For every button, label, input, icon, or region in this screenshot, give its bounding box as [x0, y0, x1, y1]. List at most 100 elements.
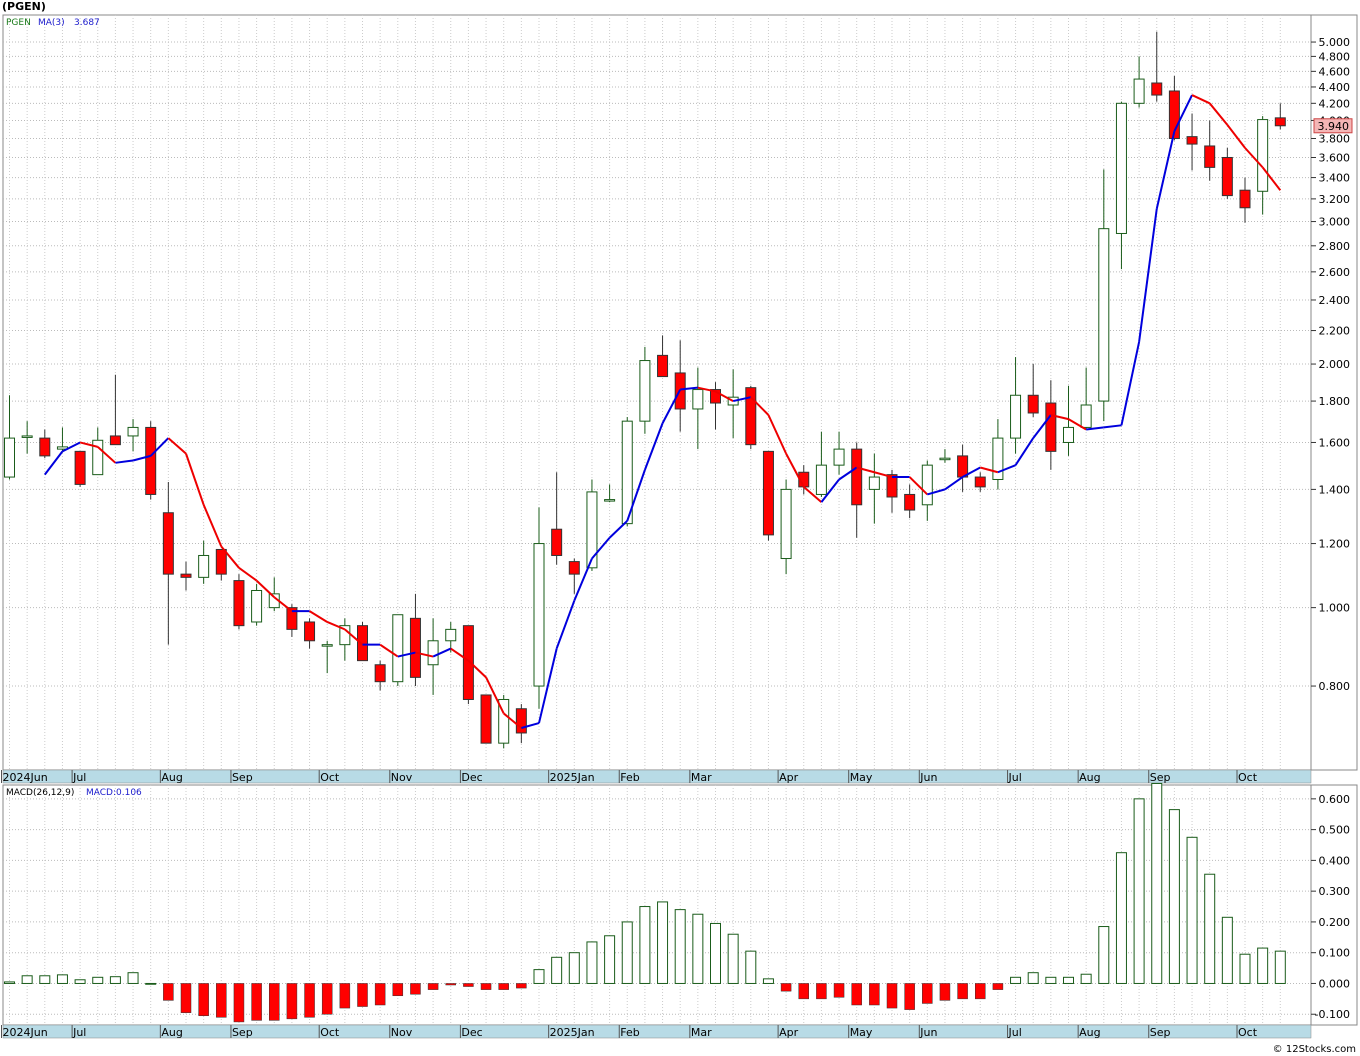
candle-body	[339, 625, 351, 646]
candle-body	[445, 628, 457, 642]
candle-body	[462, 625, 474, 700]
month-label: Oct	[1238, 1026, 1258, 1039]
ma-line-segment	[1014, 437, 1035, 466]
price-axis-label: 2.600	[1319, 266, 1351, 279]
macd-bar	[1186, 836, 1198, 984]
macd-axis-label: -0.100	[1315, 1008, 1350, 1021]
candle-body	[39, 437, 51, 457]
price-axis-label: 1.600	[1319, 436, 1351, 449]
ma-line-segment	[573, 558, 593, 602]
macd-bar	[621, 921, 633, 984]
macd-bar	[992, 983, 1004, 990]
price-axis-label: 1.400	[1319, 483, 1351, 496]
ma-line-segment	[856, 466, 875, 474]
ma-line-segment	[555, 600, 576, 649]
month-label: Jul	[72, 1026, 86, 1039]
macd-bar	[357, 983, 368, 1007]
candle-body	[639, 360, 651, 422]
macd-bar	[533, 969, 545, 984]
price-axis-label: 1.200	[1319, 538, 1351, 551]
macd-bar	[163, 983, 174, 1001]
macd-bar	[833, 983, 845, 998]
macd-bar	[180, 983, 192, 1013]
candle-body	[710, 389, 721, 404]
macd-bar	[427, 983, 439, 990]
price-axis-label: 5.000	[1319, 36, 1351, 49]
candle-body	[357, 625, 368, 662]
price-axis-label: 3.200	[1319, 193, 1351, 206]
candle-body	[4, 437, 15, 478]
credit-text: © 12Stocks.com	[1272, 1044, 1356, 1055]
ma-line-segment	[432, 647, 452, 658]
ma-line-segment	[643, 422, 664, 471]
ma-line-segment	[820, 478, 840, 503]
macd-axis-label: 0.500	[1319, 824, 1351, 837]
month-label: Aug	[161, 771, 182, 784]
candle-body	[621, 420, 633, 525]
candle-body	[886, 474, 898, 498]
ma-line-segment	[61, 441, 81, 453]
macd-bar	[516, 983, 527, 989]
ma-line-segment	[467, 659, 487, 679]
macd-bar	[1257, 947, 1269, 984]
candle-body	[198, 554, 210, 578]
macd-bar	[286, 983, 298, 1020]
month-label: 2024Jun	[3, 1026, 48, 1039]
macd-bar	[445, 983, 456, 986]
macd-bar	[4, 981, 15, 984]
macd-bar	[480, 983, 492, 990]
ma-line-segment	[379, 643, 399, 658]
candle-body	[74, 450, 86, 485]
candle-body	[180, 573, 192, 578]
macd-bar	[269, 983, 280, 1021]
candle-body	[1151, 82, 1163, 96]
macd-bar	[1115, 852, 1127, 984]
macd-bar	[869, 983, 880, 1006]
macd-axis-label: 0.400	[1319, 854, 1351, 867]
candle-body	[1257, 119, 1269, 192]
ma-line-segment	[44, 450, 64, 476]
ma-line-segment	[309, 610, 328, 623]
candle-body	[727, 396, 739, 406]
candle-body	[586, 491, 598, 569]
macd-bar	[816, 983, 827, 1000]
candle-body	[533, 543, 545, 687]
ma-line-segment	[220, 545, 240, 569]
candle-body	[568, 561, 580, 575]
candle-body	[1098, 228, 1110, 402]
ma-line-segment	[962, 466, 981, 478]
ma-line-segment	[132, 454, 151, 462]
macd-bar	[727, 933, 739, 984]
ma-line-segment	[521, 722, 540, 729]
macd-bar	[1204, 873, 1216, 984]
candle-body	[1027, 394, 1039, 414]
candle-body	[1080, 404, 1092, 428]
macd-axis-label: 0.300	[1319, 885, 1351, 898]
macd-axis-label: 0.100	[1319, 947, 1351, 960]
candle-body	[92, 439, 104, 476]
macd-bar	[745, 950, 757, 984]
candle-body	[286, 607, 298, 630]
macd-bar	[21, 975, 33, 984]
macd-bar	[56, 974, 68, 984]
ma-line-segment	[238, 566, 258, 582]
price-month-band	[2, 769, 1312, 784]
candle-body	[427, 640, 439, 666]
macd-bar	[145, 982, 157, 985]
macd-bar	[392, 983, 404, 997]
month-label: Oct	[320, 1026, 340, 1039]
macd-bar	[74, 979, 86, 984]
ma-line-segment	[538, 648, 558, 724]
month-label: Aug	[1079, 771, 1100, 784]
month-label: Sep	[232, 1026, 253, 1039]
ma-line-segment	[767, 414, 788, 455]
macd-bar	[1080, 973, 1092, 984]
ma-line-segment	[697, 386, 716, 393]
macd-bar	[498, 983, 509, 990]
candle-body	[127, 426, 139, 437]
ma-line-segment	[97, 446, 117, 464]
month-label: Nov	[391, 1026, 413, 1039]
month-label: Jul	[1008, 1026, 1022, 1039]
macd-bar	[568, 952, 580, 984]
candle-body	[1063, 426, 1074, 443]
